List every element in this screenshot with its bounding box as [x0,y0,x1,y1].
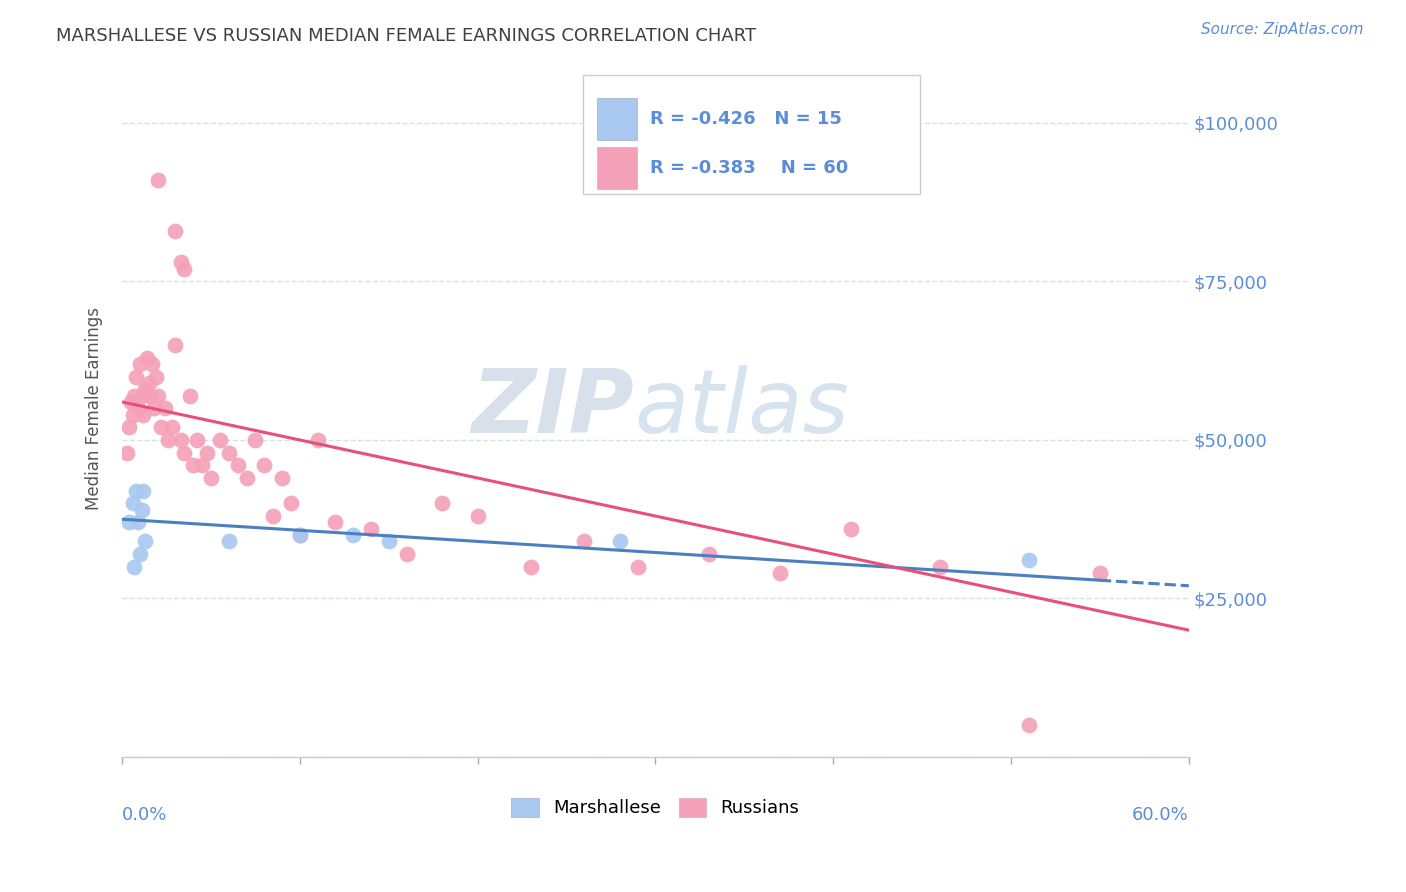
Russians [218,445,240,459]
Russians [128,357,150,371]
Russians [235,471,257,485]
Text: 0.0%: 0.0% [122,805,167,824]
Marshallese [132,483,155,498]
Russians [325,516,347,530]
Russians [141,357,163,371]
Russians [839,522,862,536]
Russians [173,261,195,276]
Russians [280,496,302,510]
Russians [136,351,159,365]
Russians [170,255,193,269]
Russians [200,471,222,485]
Russians [150,420,173,434]
Legend: Marshallese, Russians: Marshallese, Russians [505,791,807,824]
Russians [145,369,167,384]
Russians [245,433,267,447]
Russians [430,496,453,510]
Russians [139,388,162,402]
Russians [288,528,311,542]
Russians [186,433,208,447]
Russians [520,559,543,574]
Russians [191,458,214,473]
Russians [127,401,149,416]
Russians [146,173,169,187]
Russians [253,458,276,473]
Marshallese [377,534,399,549]
Russians [627,559,650,574]
Text: R = -0.383    N = 60: R = -0.383 N = 60 [650,159,848,177]
Marshallese [124,559,146,574]
Russians [131,388,153,402]
FancyBboxPatch shape [596,98,637,140]
Marshallese [218,534,240,549]
Russians [262,509,284,524]
Russians [160,420,183,434]
Text: R = -0.426   N = 15: R = -0.426 N = 15 [650,110,842,128]
Russians [157,433,180,447]
Russians [467,509,489,524]
Russians [125,369,148,384]
Russians [769,566,792,580]
Russians [121,408,143,422]
Russians [226,458,249,473]
Russians [170,433,193,447]
Text: MARSHALLESE VS RUSSIAN MEDIAN FEMALE EARNINGS CORRELATION CHART: MARSHALLESE VS RUSSIAN MEDIAN FEMALE EAR… [56,27,756,45]
Russians [124,388,146,402]
Text: 60.0%: 60.0% [1132,805,1189,824]
Marshallese [125,483,148,498]
Russians [143,401,166,416]
Marshallese [128,547,150,561]
Marshallese [134,534,156,549]
Russians [271,471,294,485]
Russians [197,445,219,459]
Marshallese [127,516,149,530]
Russians [120,395,142,409]
Russians [153,401,176,416]
Russians [208,433,231,447]
Russians [118,420,141,434]
Russians [1088,566,1111,580]
Russians [165,224,187,238]
Russians [928,559,950,574]
Russians [574,534,596,549]
Russians [697,547,720,561]
Russians [165,338,187,352]
Marshallese [609,534,631,549]
Y-axis label: Median Female Earnings: Median Female Earnings [86,307,103,509]
Marshallese [118,516,141,530]
Russians [179,388,201,402]
Russians [146,388,169,402]
Russians [117,445,139,459]
Russians [181,458,204,473]
Marshallese [121,496,143,510]
Russians [307,433,329,447]
Russians [360,522,382,536]
Russians [1018,718,1040,732]
Russians [138,376,160,390]
Text: atlas: atlas [634,366,849,451]
Marshallese [288,528,311,542]
Text: Source: ZipAtlas.com: Source: ZipAtlas.com [1201,22,1364,37]
Russians [173,445,195,459]
Russians [134,382,156,396]
Marshallese [1018,553,1040,567]
Russians [132,408,155,422]
FancyBboxPatch shape [596,147,637,188]
FancyBboxPatch shape [583,75,920,194]
Russians [395,547,418,561]
Text: ZIP: ZIP [471,365,634,451]
Marshallese [131,502,153,516]
Marshallese [342,528,364,542]
